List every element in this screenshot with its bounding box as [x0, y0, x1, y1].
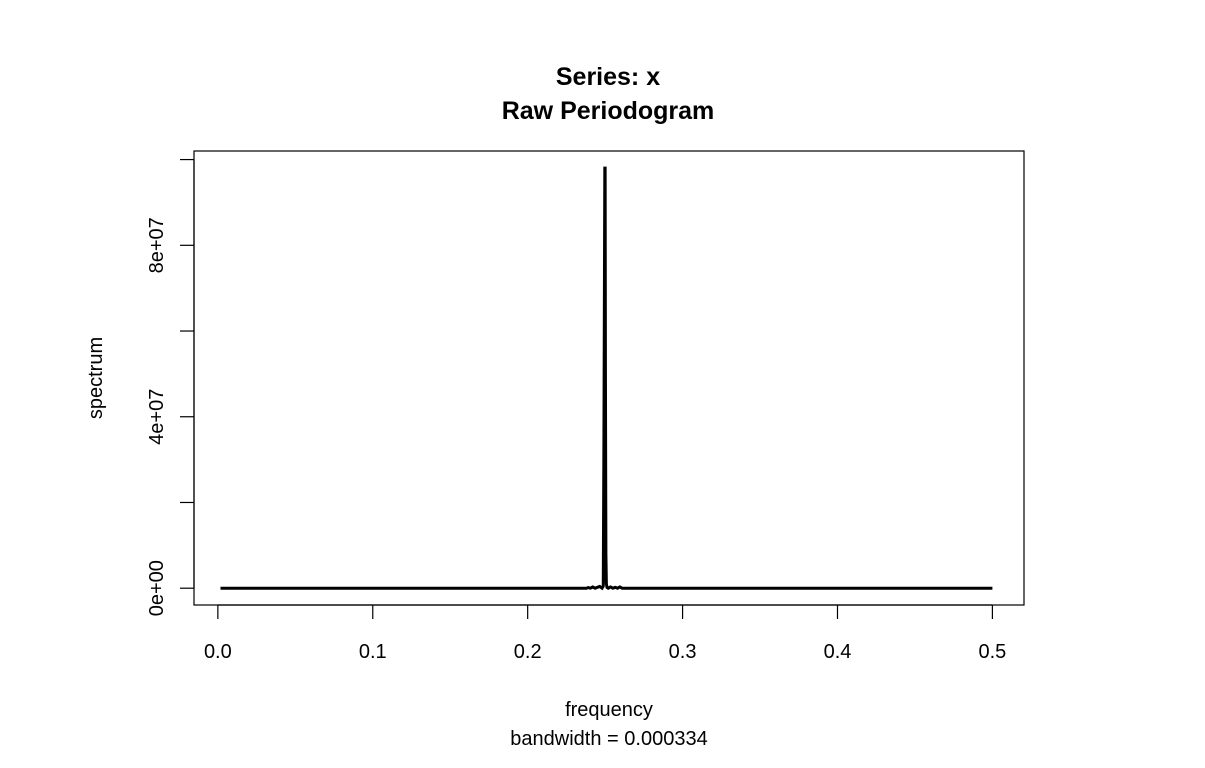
- y-axis-label: spectrum: [85, 337, 107, 419]
- x-tick-label: 0.2: [514, 641, 542, 663]
- x-tick-label: 0.5: [978, 641, 1006, 663]
- y-tick-label: 8e+07: [146, 217, 168, 273]
- x-axis: 0.0 0.1 0.2 0.3 0.4 0.5: [204, 604, 1006, 663]
- chart-title: Series: x: [556, 63, 660, 91]
- series-layer: [220, 166, 993, 591]
- y-tick-label: 0e+00: [146, 560, 168, 616]
- plot-frame: [193, 150, 1025, 606]
- y-axis: 0e+00 4e+07 8e+07: [146, 158, 195, 616]
- y-tick-label: 4e+07: [146, 389, 168, 445]
- chart-subtitle: Raw Periodogram: [502, 97, 715, 125]
- x-tick-label: 0.0: [204, 641, 232, 663]
- x-tick-label: 0.1: [359, 641, 387, 663]
- x-tick-label: 0.4: [824, 641, 852, 663]
- x-axis-sublabel: bandwidth = 0.000334: [510, 728, 707, 750]
- series-line-0: [220, 166, 993, 591]
- x-tick-label: 0.3: [669, 641, 697, 663]
- x-axis-label: frequency: [565, 699, 653, 721]
